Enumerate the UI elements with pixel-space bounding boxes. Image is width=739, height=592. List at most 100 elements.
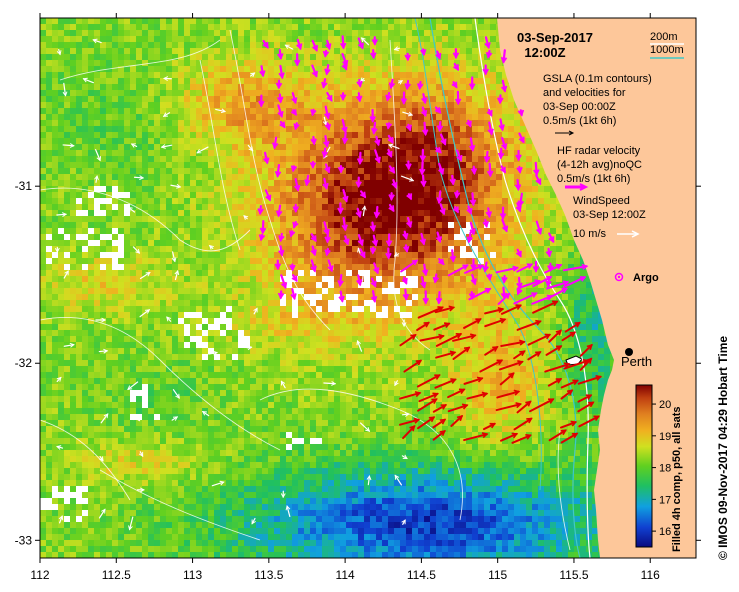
sst-cell bbox=[436, 186, 442, 192]
sst-cell bbox=[94, 240, 100, 246]
sst-cell bbox=[244, 180, 250, 186]
sst-cell bbox=[454, 108, 460, 114]
sst-cell bbox=[124, 198, 130, 204]
sst-cell bbox=[382, 186, 388, 192]
sst-cell bbox=[220, 156, 226, 162]
sst-cell bbox=[292, 42, 298, 48]
sst-cell bbox=[40, 30, 46, 36]
sst-cell bbox=[292, 48, 298, 54]
sst-cell bbox=[148, 138, 154, 144]
sst-cell bbox=[124, 240, 130, 246]
sst-cell bbox=[154, 222, 160, 228]
sst-cell bbox=[256, 168, 262, 174]
sst-cell bbox=[466, 24, 472, 30]
sst-cell bbox=[466, 66, 472, 72]
sst-cell bbox=[88, 258, 94, 264]
sst-cell bbox=[478, 18, 484, 24]
sst-cell bbox=[136, 210, 142, 216]
sst-cell bbox=[148, 84, 154, 90]
sst-cell bbox=[520, 174, 526, 180]
sst-cell bbox=[160, 276, 166, 282]
sst-cell bbox=[436, 180, 442, 186]
sst-cell bbox=[478, 246, 484, 252]
sst-cell bbox=[526, 186, 532, 192]
sst-cell bbox=[184, 258, 190, 264]
sst-cell bbox=[112, 90, 118, 96]
sst-cell bbox=[214, 234, 220, 240]
sst-cell bbox=[310, 210, 316, 216]
sst-cell bbox=[154, 180, 160, 186]
sst-cell bbox=[178, 42, 184, 48]
sst-cell bbox=[196, 192, 202, 198]
sst-cell bbox=[466, 72, 472, 78]
sst-cell bbox=[508, 198, 514, 204]
sst-cell bbox=[154, 96, 160, 102]
sst-cell bbox=[484, 282, 490, 288]
sst-cell bbox=[322, 18, 328, 24]
sst-cell bbox=[244, 210, 250, 216]
sst-cell bbox=[172, 96, 178, 102]
sst-cell bbox=[424, 204, 430, 210]
sst-cell bbox=[106, 282, 112, 288]
sst-cell bbox=[124, 24, 130, 30]
sst-cell bbox=[544, 252, 550, 258]
sst-cell bbox=[112, 252, 118, 258]
sst-cell bbox=[148, 24, 154, 30]
sst-cell bbox=[454, 24, 460, 30]
sst-cell bbox=[454, 144, 460, 150]
sst-cell bbox=[202, 216, 208, 222]
sst-cell bbox=[256, 258, 262, 264]
sst-cell bbox=[322, 186, 328, 192]
sst-cell bbox=[172, 36, 178, 42]
sst-cell bbox=[100, 246, 106, 252]
sst-cell bbox=[364, 204, 370, 210]
sst-cell bbox=[94, 138, 100, 144]
sst-cell bbox=[418, 240, 424, 246]
sst-cell bbox=[346, 96, 352, 102]
sst-cell bbox=[106, 288, 112, 294]
sst-cell bbox=[412, 96, 418, 102]
sst-cell bbox=[70, 66, 76, 72]
sst-cell bbox=[442, 54, 448, 60]
sst-cell bbox=[64, 240, 70, 246]
sst-cell bbox=[160, 108, 166, 114]
sst-cell bbox=[88, 222, 94, 228]
sst-cell bbox=[526, 246, 532, 252]
sst-cell bbox=[166, 18, 172, 24]
sst-cell bbox=[160, 156, 166, 162]
sst-cell bbox=[298, 108, 304, 114]
sst-cell bbox=[322, 60, 328, 66]
sst-cell bbox=[52, 186, 58, 192]
sst-cell bbox=[394, 24, 400, 30]
sst-cell bbox=[250, 252, 256, 258]
sst-cell bbox=[184, 84, 190, 90]
sst-cell bbox=[76, 132, 82, 138]
sst-cell bbox=[160, 282, 166, 288]
sst-cell bbox=[340, 252, 346, 258]
sst-cell bbox=[238, 42, 244, 48]
sst-cell bbox=[556, 204, 562, 210]
sst-cell bbox=[280, 258, 286, 264]
sst-cell bbox=[550, 276, 556, 282]
sst-cell bbox=[406, 204, 412, 210]
sst-cell bbox=[286, 132, 292, 138]
sst-cell bbox=[334, 156, 340, 162]
sst-cell bbox=[58, 246, 64, 252]
sst-cell bbox=[268, 132, 274, 138]
sst-cell bbox=[322, 132, 328, 138]
sst-cell bbox=[256, 204, 262, 210]
sst-cell bbox=[490, 276, 496, 282]
sst-cell bbox=[424, 246, 430, 252]
sst-cell bbox=[82, 210, 88, 216]
sst-cell bbox=[412, 162, 418, 168]
sst-cell bbox=[238, 228, 244, 234]
sst-cell bbox=[490, 252, 496, 258]
sst-cell bbox=[502, 150, 508, 156]
sst-cell bbox=[448, 102, 454, 108]
sst-cell bbox=[214, 204, 220, 210]
sst-cell bbox=[262, 228, 268, 234]
sst-cell bbox=[202, 30, 208, 36]
sst-cell bbox=[334, 72, 340, 78]
sst-cell bbox=[160, 162, 166, 168]
sst-cell bbox=[394, 114, 400, 120]
